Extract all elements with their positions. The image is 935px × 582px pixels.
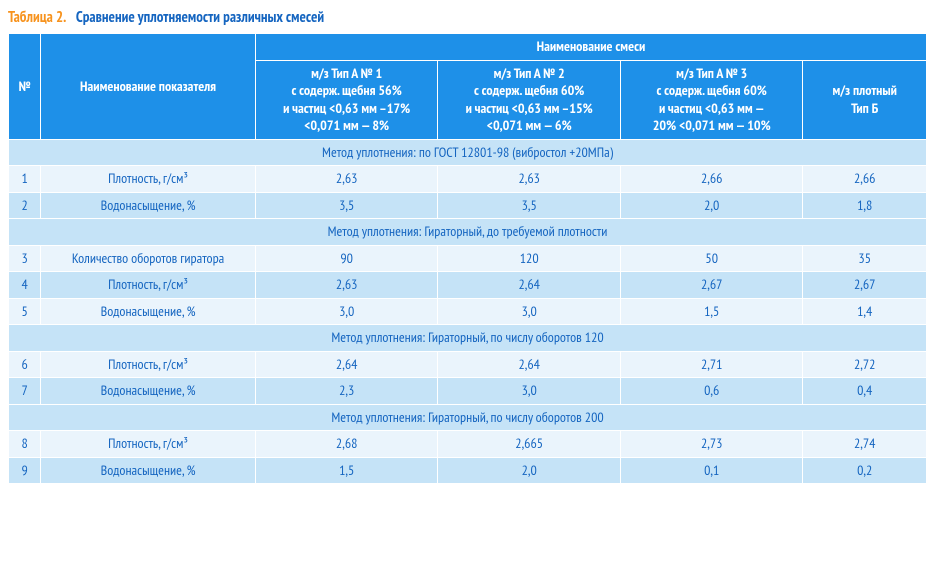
row-num: 4 xyxy=(9,272,41,299)
value: 3,0 xyxy=(255,298,438,325)
value: 2,3 xyxy=(255,378,438,405)
value: 2,67 xyxy=(803,272,927,299)
value: 0,6 xyxy=(620,378,803,405)
row-name: Водонасыщение, % xyxy=(41,298,256,325)
table-row: 1 Плотность, г/см³ 2,63 2,63 2,66 2,66 xyxy=(9,166,927,193)
value: 2,66 xyxy=(620,166,803,193)
value: 1,8 xyxy=(803,192,927,219)
value: 2,74 xyxy=(803,431,927,458)
row-name: Водонасыщение, % xyxy=(41,192,256,219)
value: 0,4 xyxy=(803,378,927,405)
value: 2,0 xyxy=(438,457,621,484)
value: 2,72 xyxy=(803,351,927,378)
section-4: Метод уплотнения: Гираторный, по числу о… xyxy=(9,404,927,431)
row-name: Плотность, г/см³ xyxy=(41,272,256,299)
table-row: 4 Плотность, г/см³ 2,63 2,64 2,67 2,67 xyxy=(9,272,927,299)
value: 2,71 xyxy=(620,351,803,378)
row-num: 9 xyxy=(9,457,41,484)
row-num: 3 xyxy=(9,245,41,272)
value: 2,64 xyxy=(438,272,621,299)
value: 1,4 xyxy=(803,298,927,325)
col-group-header: Наименование смеси xyxy=(255,34,926,61)
table-row: 7 Водонасыщение, % 2,3 3,0 0,6 0,4 xyxy=(9,378,927,405)
row-num: 2 xyxy=(9,192,41,219)
value: 2,63 xyxy=(438,166,621,193)
value: 3,5 xyxy=(255,192,438,219)
value: 2,63 xyxy=(255,166,438,193)
value: 120 xyxy=(438,245,621,272)
mix3-header: м/з Тип А № 3 с содерж. щебня 60% и част… xyxy=(620,60,803,139)
caption-text: Сравнение уплотняемости различных смесей xyxy=(76,8,324,27)
row-name: Плотность, г/см³ xyxy=(41,351,256,378)
mix2-header: м/з Тип А № 2 с содерж. щебня 60% и част… xyxy=(438,60,621,139)
value: 2,665 xyxy=(438,431,621,458)
value: 1,5 xyxy=(620,298,803,325)
value: 90 xyxy=(255,245,438,272)
value: 50 xyxy=(620,245,803,272)
table-caption: Таблица 2. Сравнение уплотняемости разли… xyxy=(8,8,927,27)
value: 2,64 xyxy=(255,351,438,378)
value: 3,5 xyxy=(438,192,621,219)
row-name: Водонасыщение, % xyxy=(41,378,256,405)
caption-label: Таблица 2. xyxy=(8,8,66,27)
col-name-header: Наименование показателя xyxy=(41,34,256,140)
row-name: Плотность, г/см³ xyxy=(41,431,256,458)
value: 2,73 xyxy=(620,431,803,458)
row-num: 7 xyxy=(9,378,41,405)
comparison-table: № Наименование показателя Наименование с… xyxy=(8,33,927,484)
row-num: 6 xyxy=(9,351,41,378)
value: 2,63 xyxy=(255,272,438,299)
value: 2,68 xyxy=(255,431,438,458)
value: 1,5 xyxy=(255,457,438,484)
table-row: 9 Водонасыщение, % 1,5 2,0 0,1 0,2 xyxy=(9,457,927,484)
value: 2,0 xyxy=(620,192,803,219)
table-row: 2 Водонасыщение, % 3,5 3,5 2,0 1,8 xyxy=(9,192,927,219)
value: 2,66 xyxy=(803,166,927,193)
section-3: Метод уплотнения: Гираторный, по числу о… xyxy=(9,325,927,352)
value: 0,2 xyxy=(803,457,927,484)
value: 3,0 xyxy=(438,378,621,405)
table-row: 3 Количество оборотов гиратора 90 120 50… xyxy=(9,245,927,272)
value: 3,0 xyxy=(438,298,621,325)
row-num: 5 xyxy=(9,298,41,325)
value: 0,1 xyxy=(620,457,803,484)
table-row: 5 Водонасыщение, % 3,0 3,0 1,5 1,4 xyxy=(9,298,927,325)
table-row: 6 Плотность, г/см³ 2,64 2,64 2,71 2,72 xyxy=(9,351,927,378)
section-1: Метод уплотнения: по ГОСТ 12801-98 (вибр… xyxy=(9,139,927,166)
value: 2,67 xyxy=(620,272,803,299)
row-name: Количество оборотов гиратора xyxy=(41,245,256,272)
value: 2,64 xyxy=(438,351,621,378)
row-num: 8 xyxy=(9,431,41,458)
mix1-header: м/з Тип А № 1 с содерж. щебня 56% и част… xyxy=(255,60,438,139)
mix4-header: м/з плотный Тип Б xyxy=(803,60,927,139)
row-num: 1 xyxy=(9,166,41,193)
row-name: Водонасыщение, % xyxy=(41,457,256,484)
section-2: Метод уплотнения: Гираторный, до требуем… xyxy=(9,219,927,246)
col-number-header: № xyxy=(9,34,41,140)
row-name: Плотность, г/см³ xyxy=(41,166,256,193)
value: 35 xyxy=(803,245,927,272)
table-row: 8 Плотность, г/см³ 2,68 2,665 2,73 2,74 xyxy=(9,431,927,458)
